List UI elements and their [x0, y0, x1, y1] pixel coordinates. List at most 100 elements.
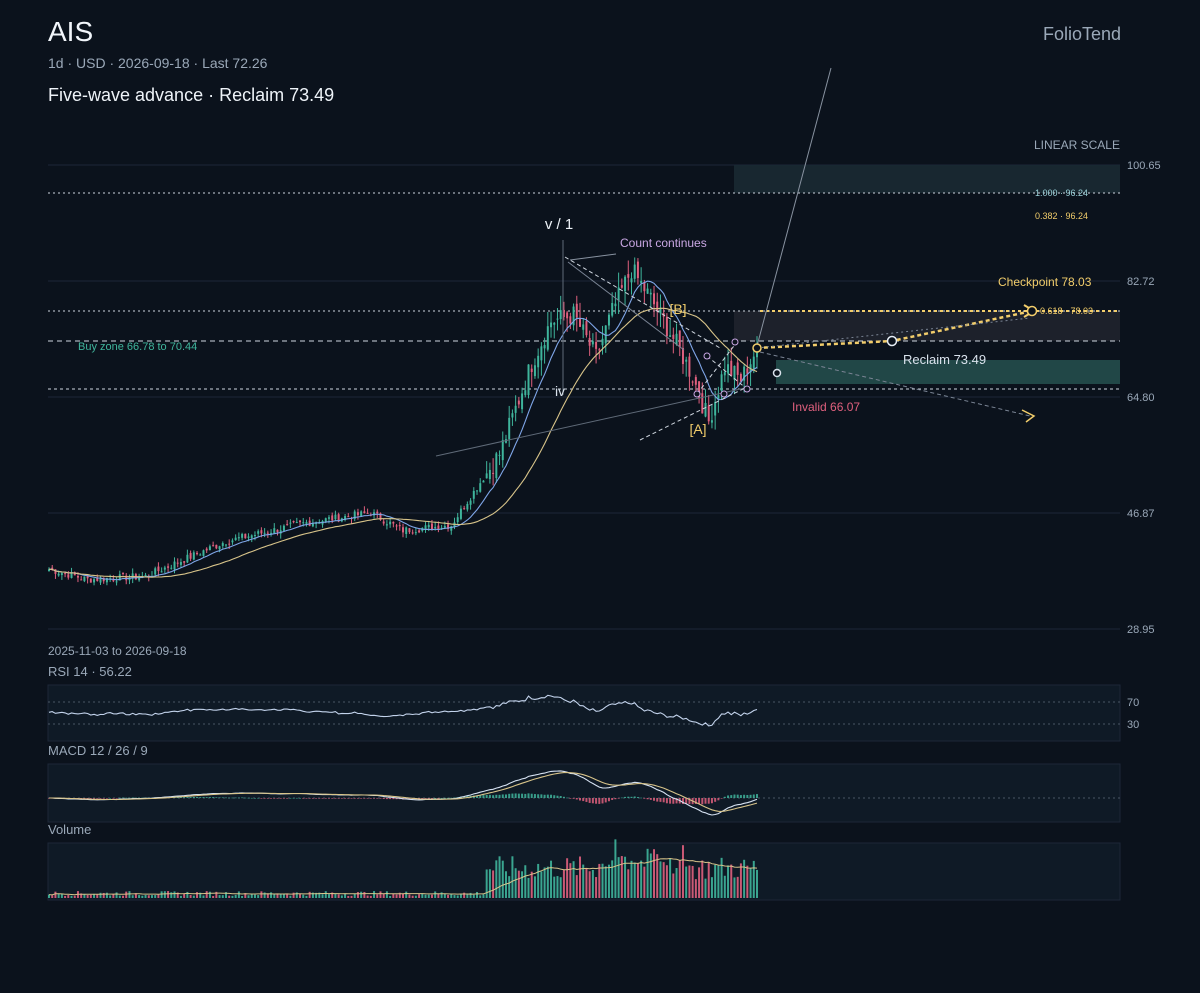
y-tick: 46.87 — [1127, 508, 1155, 520]
macd-histogram-bar — [653, 798, 656, 801]
candle-body — [353, 511, 356, 520]
volume-bar — [311, 892, 314, 898]
volume-bar — [714, 864, 717, 898]
callout-leader — [569, 253, 617, 261]
macd-histogram-bar — [646, 798, 649, 800]
volume-bar — [575, 875, 578, 898]
macd-histogram-bar — [334, 798, 337, 799]
volume-bar — [546, 866, 549, 898]
volume-bar — [710, 877, 713, 898]
volume-bar — [321, 894, 324, 898]
macd-histogram-bar — [440, 797, 443, 799]
volume-bar — [337, 894, 340, 898]
macd-histogram-bar — [553, 795, 556, 798]
volume-bar — [453, 895, 456, 898]
volume-bar — [678, 860, 681, 898]
candle-body — [96, 577, 99, 582]
volume-bar — [54, 891, 57, 898]
macd-histogram-bar — [382, 798, 385, 799]
macd-histogram-bar — [607, 798, 610, 802]
volume-bar — [205, 891, 208, 898]
volume-bar — [472, 894, 475, 898]
macd-histogram-bar — [591, 798, 594, 804]
macd-histogram-bar — [675, 798, 678, 804]
macd-histogram-bar — [488, 794, 491, 798]
candle-body — [344, 516, 347, 521]
macd-histogram-bar — [579, 798, 581, 801]
candle-body — [463, 508, 466, 510]
candle-body — [653, 293, 656, 305]
macd-histogram-bar — [640, 797, 643, 799]
macd-histogram-bar — [746, 794, 749, 798]
macd-histogram-bar — [353, 798, 356, 799]
brand-logo: FolioTend — [1042, 24, 1121, 44]
macd-histogram-bar — [714, 798, 717, 802]
candle-body — [588, 338, 591, 346]
volume-bar — [630, 860, 633, 898]
macd-histogram-bar — [611, 798, 614, 800]
macd-histogram-bar — [363, 798, 366, 799]
candles-layer — [48, 257, 758, 586]
volume-bar — [611, 860, 614, 898]
macd-histogram-bar — [727, 795, 730, 798]
candle-body — [295, 521, 298, 523]
volume-bar — [672, 873, 675, 898]
waypoint — [772, 368, 782, 378]
macd-histogram-bar — [253, 797, 256, 799]
volume-bar — [688, 865, 691, 898]
macd-histogram-bar — [756, 794, 758, 798]
macd-histogram-bar — [109, 797, 112, 799]
macd-histogram-bar — [630, 796, 633, 798]
candle-body — [511, 413, 514, 418]
candle-body — [530, 368, 533, 372]
volume-bar — [99, 892, 102, 898]
macd-histogram-bar — [504, 794, 507, 798]
volume-bar — [202, 895, 205, 898]
volume-bar — [408, 894, 411, 898]
macd-histogram-bar — [701, 798, 704, 805]
candle-body — [550, 322, 553, 328]
macd-histogram-bar — [656, 798, 659, 802]
volume-bar — [196, 892, 199, 898]
volume-bar — [456, 895, 459, 898]
fib-label-0618: 0.618 · 78.03 — [1040, 306, 1093, 316]
rsi-title: RSI 14 · 56.22 — [48, 664, 132, 679]
candle-body — [575, 303, 578, 318]
macd-histogram-bar — [569, 798, 572, 799]
volume-bar — [51, 895, 54, 898]
macd-histogram-bar — [681, 798, 684, 804]
y-tick: 64.80 — [1127, 392, 1155, 404]
volume-bar — [511, 856, 514, 898]
macd-histogram-bar — [340, 798, 343, 799]
macd-histogram-bar — [231, 797, 234, 799]
macd-histogram-bar — [743, 794, 746, 798]
candle-body — [54, 569, 57, 574]
volume-bar — [122, 895, 125, 898]
candle-body — [681, 347, 684, 365]
candle-body — [685, 359, 688, 362]
volume-bar — [508, 876, 511, 898]
volume-bar — [257, 895, 260, 898]
macd-histogram-bar — [115, 798, 118, 799]
candle-body — [48, 569, 50, 572]
macd-histogram-bar — [704, 798, 707, 804]
volume-bar — [450, 894, 453, 898]
candle-body — [546, 326, 549, 350]
volume-bar — [530, 871, 533, 898]
candle-body — [347, 516, 350, 518]
candle-body — [720, 374, 723, 391]
macd-histogram-bar — [218, 797, 221, 799]
candle-body — [105, 577, 108, 583]
candle-body — [617, 287, 620, 301]
candle-body — [366, 512, 369, 514]
volume-bar — [675, 868, 678, 898]
candle-body — [289, 522, 292, 524]
volume-bar — [595, 877, 598, 898]
macd-histogram-bar — [575, 798, 578, 800]
macd-signal-line — [49, 771, 758, 812]
volume-bar — [192, 895, 195, 898]
volume-bar — [324, 891, 327, 898]
candle-body — [514, 405, 517, 413]
macd-histogram-bar — [733, 794, 736, 798]
